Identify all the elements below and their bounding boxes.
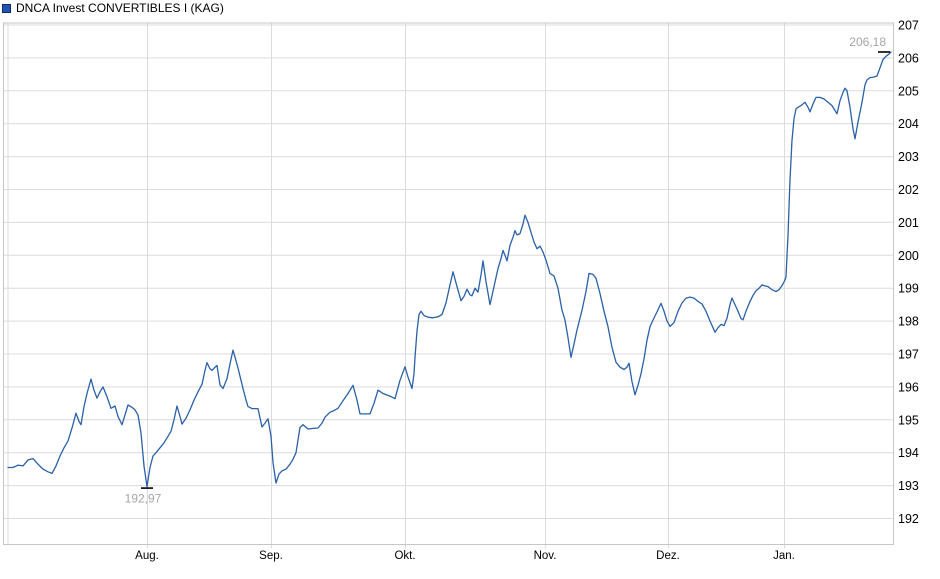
- price-line: [7, 51, 892, 488]
- y-axis-label: 203: [898, 150, 919, 164]
- y-axis-label: 193: [898, 479, 919, 493]
- chart-title: DNCA Invest CONVERTIBLES I (KAG): [16, 0, 224, 15]
- low-value-annotation: 192,97: [125, 492, 162, 506]
- y-axis-label: 194: [898, 446, 919, 460]
- x-axis-label: Jan.: [773, 550, 795, 562]
- x-axis-label: Nov.: [534, 550, 557, 562]
- y-axis-label: 201: [898, 216, 919, 230]
- last-value-annotation: 206,18: [849, 35, 886, 49]
- y-axis-label: 204: [898, 117, 919, 131]
- plot-border: [3, 22, 894, 545]
- y-axis-label: 205: [898, 84, 919, 98]
- x-axis-label: Dez.: [656, 550, 680, 562]
- y-axis-label: 206: [898, 51, 919, 65]
- y-axis-label: 192: [898, 512, 919, 526]
- y-axis-label: 207: [898, 19, 919, 33]
- y-axis-label: 195: [898, 413, 919, 427]
- x-axis-label: Aug.: [135, 550, 159, 562]
- y-axis-label: 202: [898, 183, 919, 197]
- y-axis-label: 199: [898, 282, 919, 296]
- series-color-marker: [2, 4, 11, 13]
- y-axis-label: 200: [898, 249, 919, 263]
- y-axis-label: 196: [898, 380, 919, 394]
- y-axis-label: 197: [898, 348, 919, 362]
- x-axis-label: Sep.: [259, 550, 283, 562]
- legend: DNCA Invest CONVERTIBLES I (KAG): [1, 1, 224, 15]
- y-axis-label: 198: [898, 315, 919, 329]
- x-axis-label: Okt.: [394, 550, 415, 562]
